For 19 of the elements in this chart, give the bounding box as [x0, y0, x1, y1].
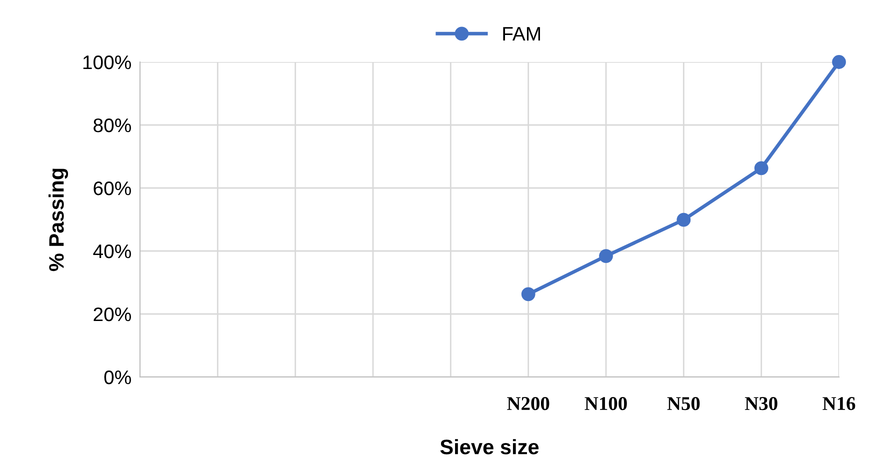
point	[599, 249, 613, 263]
point	[676, 212, 691, 227]
y-axis-title: % Passing	[48, 168, 68, 272]
legend-label: FAM	[503, 27, 540, 40]
x-tick-label: N16	[822, 397, 856, 410]
point	[832, 55, 846, 69]
x-tick-label: N30	[744, 397, 778, 410]
x-tick-label: N50	[667, 397, 700, 410]
point	[754, 161, 768, 176]
x-axis-title: Sieve size	[440, 439, 539, 454]
y-tick-label: 100%	[83, 55, 131, 70]
y-tick-label: 80%	[94, 118, 131, 132]
y-tick-label: 60%	[94, 181, 131, 196]
point	[521, 287, 536, 302]
x-tick-label: N100	[584, 397, 627, 410]
y-tick-label: 20%	[94, 307, 131, 322]
y-tick-label: 40%	[93, 244, 131, 258]
x-tick-label: N200	[507, 397, 550, 410]
y-tick-label: 0%	[104, 370, 131, 384]
